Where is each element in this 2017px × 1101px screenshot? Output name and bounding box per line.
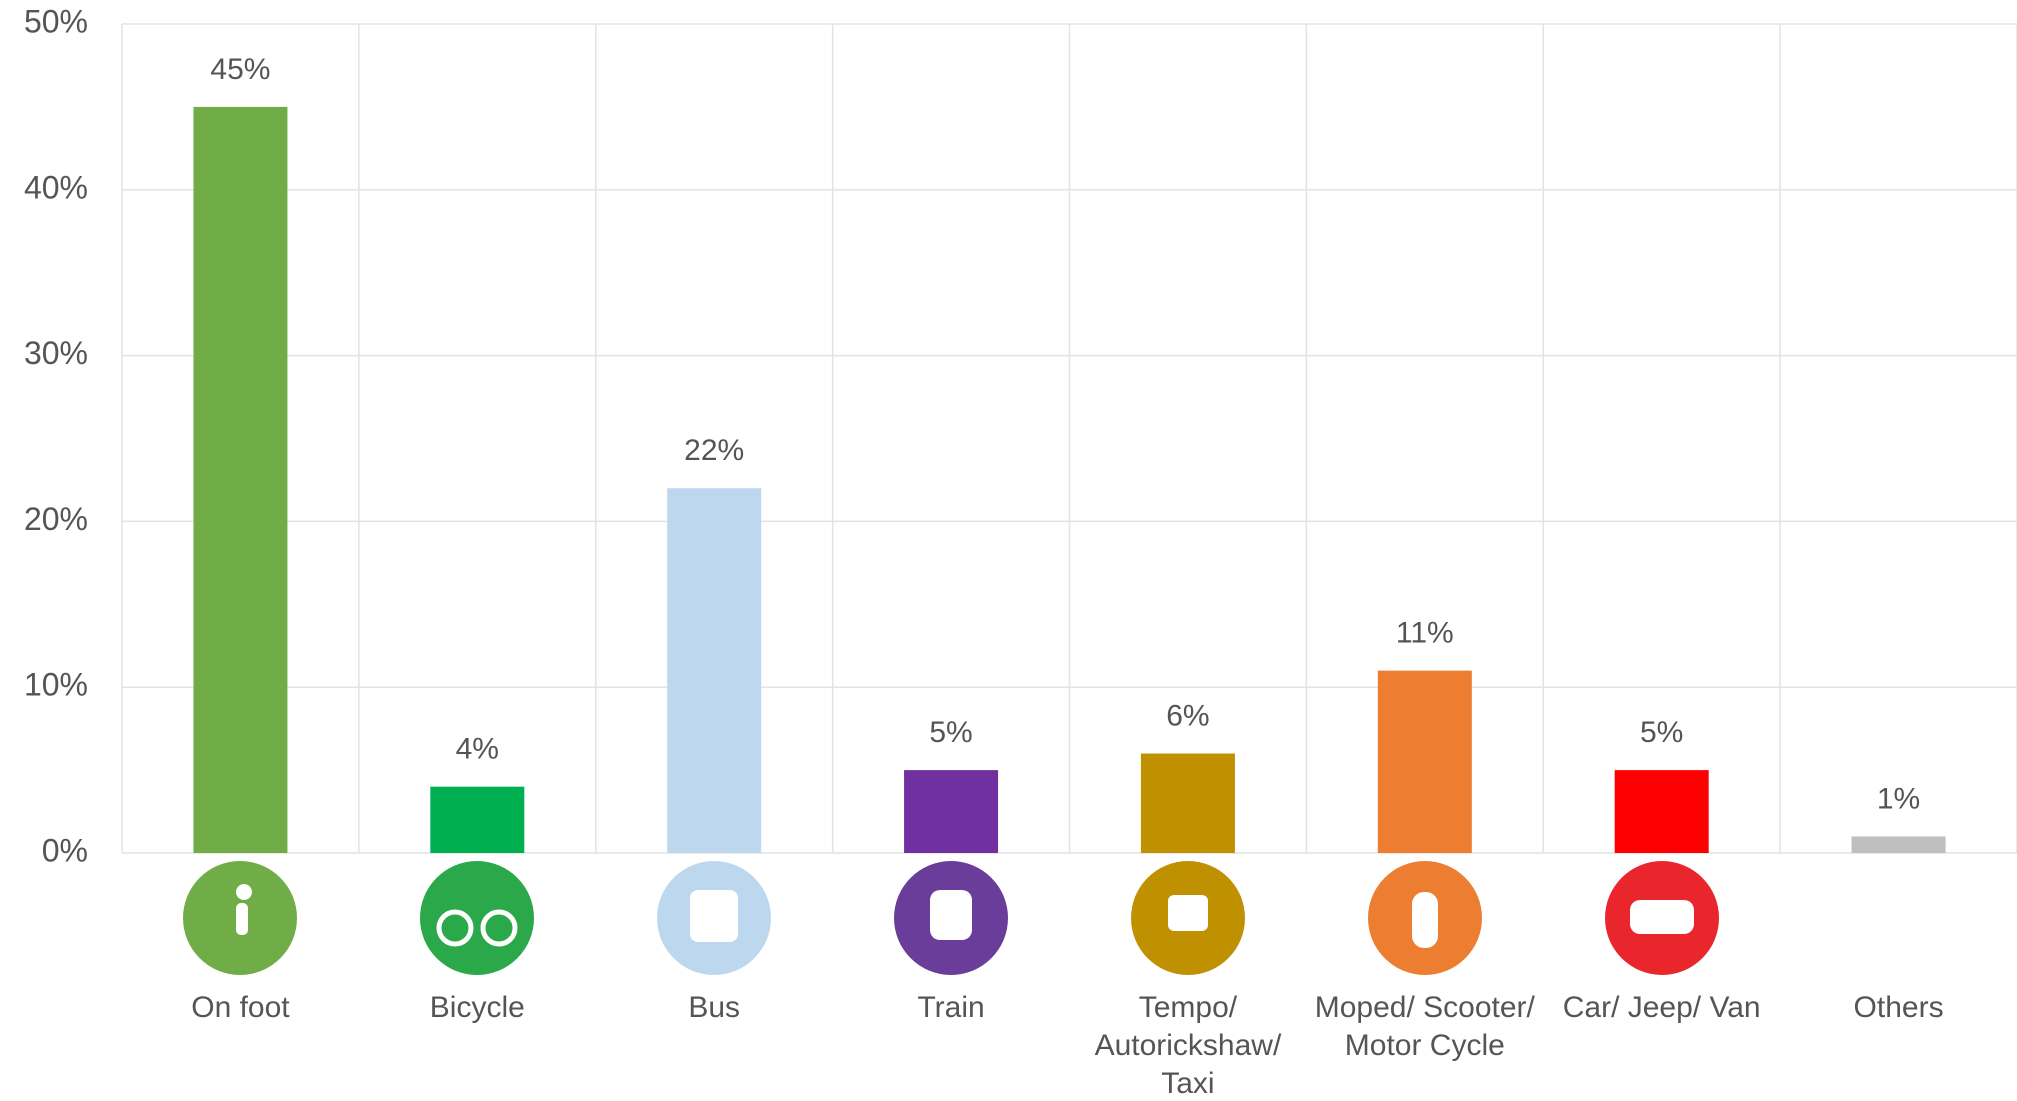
icon-bicycle (420, 861, 534, 975)
bar (1614, 770, 1709, 853)
value-label: 11% (1396, 617, 1454, 650)
value-label: 22% (684, 434, 744, 467)
bar (193, 106, 288, 853)
value-label: 45% (210, 53, 270, 86)
y-tick-label: 0% (42, 832, 88, 868)
bar (904, 770, 999, 853)
bar (1140, 753, 1235, 853)
value-label: 4% (456, 733, 499, 766)
x-tick-label: Bicycle (429, 991, 525, 1024)
bar (667, 488, 762, 853)
y-tick-label: 50% (24, 3, 88, 39)
bar (1377, 670, 1472, 853)
value-label: 5% (1640, 716, 1683, 749)
value-label: 6% (1166, 699, 1209, 732)
x-tick-label: Train (917, 991, 985, 1024)
icon-glyphs (236, 884, 1694, 948)
x-tick-label: Tempo/ Autorickshaw/ Taxi (1094, 991, 1282, 1100)
y-tick-label: 10% (24, 667, 88, 703)
y-tick-label: 30% (24, 335, 88, 371)
x-tick-label: Others (1853, 991, 1944, 1024)
x-tick-label: Bus (688, 991, 741, 1024)
x-tick-label: Car/ Jeep/ Van (1562, 991, 1761, 1024)
bar (430, 786, 525, 853)
value-label: 1% (1877, 782, 1920, 815)
y-tick-label: 40% (24, 169, 88, 205)
x-tick-label: On foot (191, 991, 290, 1024)
x-tick-label: Moped/ Scooter/ Motor Cycle (1314, 991, 1535, 1062)
value-label: 5% (929, 716, 972, 749)
bar (1851, 836, 1946, 853)
y-tick-label: 20% (24, 501, 88, 537)
icons (183, 861, 1719, 975)
